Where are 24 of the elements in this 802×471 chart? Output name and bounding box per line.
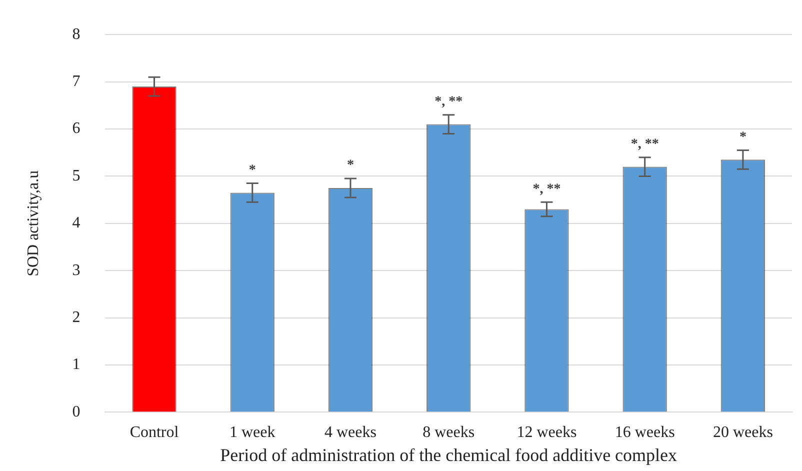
x-tick-label: 1 week <box>229 424 276 442</box>
y-tick-label: 8 <box>72 26 80 43</box>
annotation: * <box>248 162 256 178</box>
y-tick-label: 5 <box>72 167 80 184</box>
y-tick-label: 7 <box>72 73 80 90</box>
y-tick-label: 0 <box>72 403 80 420</box>
y-tick-label: 1 <box>72 356 80 374</box>
annotation: *, ** <box>434 94 463 110</box>
x-tick-label: Control <box>130 424 180 442</box>
y-tick-label: 2 <box>72 309 80 326</box>
y-tick-label: 4 <box>72 214 80 232</box>
annotation: * <box>346 158 354 174</box>
x-axis-title: Period of administration of the chemical food additive complex <box>220 444 678 465</box>
y-axis-title: SOD activity,a.u <box>24 170 42 276</box>
x-tick-label: 16 weeks <box>614 424 675 442</box>
x-tick-label: 4 weeks <box>324 424 376 442</box>
y-tick-label: 6 <box>72 120 80 138</box>
annotation: *, ** <box>532 182 561 197</box>
y-tick-label: 3 <box>72 262 80 279</box>
annotation: *, ** <box>630 136 659 152</box>
x-tick-label: 20 weeks <box>712 424 773 442</box>
annotation: * <box>739 130 746 145</box>
x-tick-label: 8 weeks <box>422 424 475 442</box>
x-tick-label: 12 weeks <box>516 424 577 442</box>
